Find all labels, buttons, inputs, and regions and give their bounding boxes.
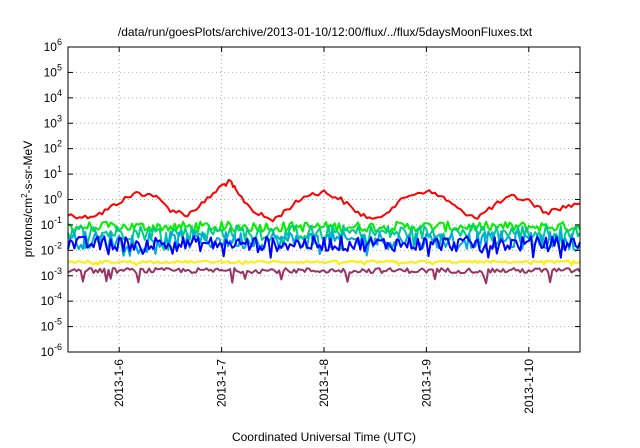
y-tick-label-base: 10	[44, 40, 58, 54]
y-tick-label: 104	[44, 88, 62, 105]
x-tick-label: 2013-1-7	[215, 359, 229, 407]
y-tick-label-exponent: 3	[57, 113, 62, 123]
series-line	[67, 259, 581, 267]
y-tick-label-base: 10	[44, 167, 58, 181]
y-tick-label-base: 10	[41, 345, 55, 359]
y-tick-label-base: 10	[41, 243, 55, 257]
x-tick-label: 2013-1-6	[112, 359, 126, 407]
y-tick-label-exponent: 1	[57, 164, 62, 174]
y-tick-label: 101	[44, 164, 62, 181]
y-tick-label-exponent: 6	[57, 37, 62, 47]
y-tick-label-base: 10	[44, 193, 58, 207]
y-tick-label-exponent: 5	[57, 62, 62, 72]
y-tick-label-base: 10	[44, 91, 58, 105]
series-line	[67, 230, 581, 257]
y-axis-label-suffix: -s-sr-MeV	[21, 141, 35, 194]
y-tick-label-base: 10	[41, 218, 55, 232]
x-tick-label: 2013-1-10	[522, 359, 536, 414]
series-line	[67, 235, 581, 259]
y-tick-label-exponent: 2	[57, 139, 62, 149]
x-tick-label: 2013-1-8	[317, 359, 331, 407]
y-tick-label: 10-3	[41, 266, 62, 283]
y-tick-label-base: 10	[44, 116, 58, 130]
y-tick-label-exponent: -6	[54, 342, 62, 352]
y-tick-label: 102	[44, 139, 62, 156]
data-series	[67, 179, 581, 285]
y-axis-label-prefix: protons/cm	[21, 198, 35, 257]
y-tick-label: 103	[44, 113, 62, 130]
y-axis-label: protons/cm2-s-sr-MeV	[20, 141, 35, 257]
y-tick-label-exponent: -2	[54, 240, 62, 250]
y-tick-label: 10-4	[41, 291, 62, 308]
y-tick-label-exponent: -1	[54, 215, 62, 225]
series-line	[67, 267, 581, 285]
y-tick-label-base: 10	[41, 294, 55, 308]
y-tick-label: 106	[44, 37, 62, 54]
y-tick-label-base: 10	[44, 65, 58, 79]
y-tick-label-exponent: 4	[57, 88, 62, 98]
y-tick-label: 105	[44, 62, 62, 79]
series-line	[67, 220, 581, 233]
y-tick-label-base: 10	[41, 320, 55, 334]
y-tick-label: 100	[44, 190, 62, 207]
y-tick-label: 10-6	[41, 342, 62, 359]
y-tick-label-base: 10	[41, 269, 55, 283]
y-tick-label-base: 10	[44, 142, 58, 156]
y-axis-label-superscript: 2	[20, 193, 29, 198]
y-tick-label-exponent: -5	[54, 317, 62, 327]
x-axis-label: Coordinated Universal Time (UTC)	[232, 430, 416, 444]
y-tick-label: 10-1	[41, 215, 62, 232]
y-tick-label-exponent: 0	[57, 190, 62, 200]
y-tick-label: 10-5	[41, 317, 62, 334]
y-axis: 10-610-510-410-310-210-11001011021031041…	[41, 37, 580, 359]
y-tick-label-exponent: -4	[54, 291, 62, 301]
x-axis: 2013-1-6 2013-1-7 2013-1-8 2013-1-9 2013-1-1…	[112, 47, 536, 414]
chart-title: /data/run/goesPlots/archive/2013-01-10/1…	[118, 25, 533, 39]
series-line	[67, 179, 581, 223]
x-tick-label: 2013-1-9	[419, 359, 433, 407]
y-tick-label-exponent: -3	[54, 266, 62, 276]
y-tick-label: 10-2	[41, 240, 62, 257]
